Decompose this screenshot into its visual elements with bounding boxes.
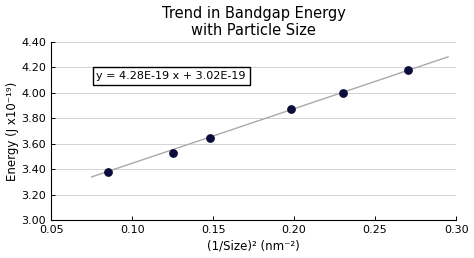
Point [206,135,214,140]
Point [339,91,346,95]
Title: Trend in Bandgap Energy
with Particle Size: Trend in Bandgap Energy with Particle Si… [162,6,346,38]
X-axis label: (1/Size)² (nm⁻²): (1/Size)² (nm⁻²) [207,239,300,252]
Point [404,68,411,72]
Text: y = 4.28E-19 x + 3.02E-19: y = 4.28E-19 x + 3.02E-19 [96,71,246,81]
Y-axis label: Energy (J x10⁻¹⁹): Energy (J x10⁻¹⁹) [6,82,18,181]
Point [169,151,176,155]
Point [104,170,111,174]
Point [287,107,295,111]
